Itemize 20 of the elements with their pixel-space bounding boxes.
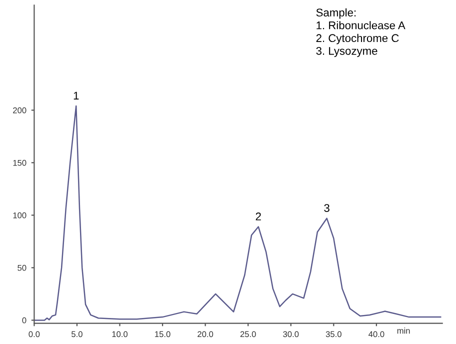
y-tick-label: 200 [13,107,26,114]
annotation: 3 [324,204,330,212]
y-tick-label: 150 [13,160,26,166]
x-tick-label: 25.0 [240,331,256,338]
x-tick-label: 5.0 [72,331,82,338]
annotation: 2 [256,212,261,220]
y-tick-label: 0 [22,317,26,324]
x-tick-label: 40.0 [368,331,384,338]
x-tick-label: 35.0 [326,331,342,338]
x-tick-label: 20.0 [198,331,214,338]
x-tick-label: 15.0 [155,331,170,338]
x-tick-label: 0.0 [28,331,40,338]
annotation: Sample: 1. Ribonuclease A 2. Cytochrome C 3. Lysozyme [316,8,406,58]
y-tick-label: 50 [18,264,26,271]
x-tick-label: 10.0 [112,331,128,338]
x-axis-title: min [397,328,410,334]
annotation: 1 [74,92,79,100]
y-tick-label: 100 [13,212,26,218]
line-series [34,105,442,321]
x-tick-label: 30.0 [283,331,299,338]
